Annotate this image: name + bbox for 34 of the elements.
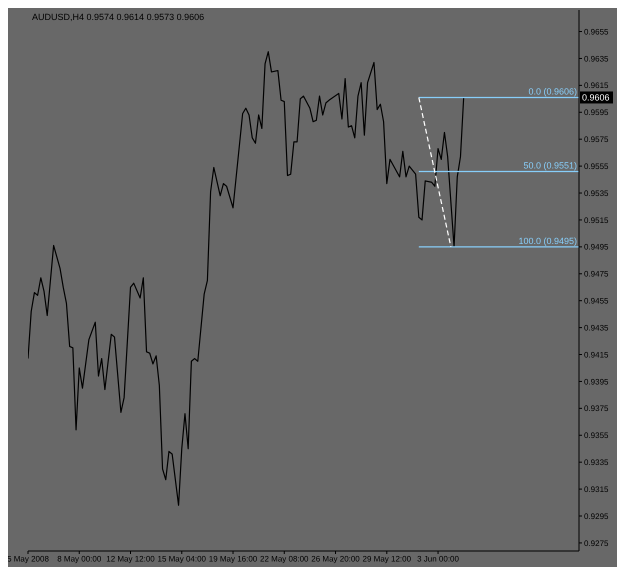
- y-tick-label: 0.9355: [584, 431, 610, 440]
- annotation: 0.0 (0.9606): [528, 86, 577, 96]
- y-tick-label: 0.9275: [584, 538, 610, 548]
- y-tick-label: 0.9395: [584, 377, 610, 386]
- y-tick-label: 0.9495: [584, 242, 610, 252]
- y-tick-label: 0.9655: [584, 27, 610, 36]
- y-tick-label: 0.9555: [584, 162, 610, 171]
- annotation: 100.0 (0.9495): [518, 236, 577, 246]
- y-tick-label: 0.9415: [584, 350, 610, 360]
- y-tick-label: 0.9595: [584, 108, 610, 118]
- y-tick-label: 0.9515: [584, 216, 610, 225]
- y-tick-label: 0.9475: [584, 270, 610, 279]
- y-tick-label: 0.9615: [584, 81, 610, 90]
- y-tick-label: 0.9315: [584, 484, 610, 494]
- y-tick-label: 0.9535: [584, 188, 610, 198]
- line-series: [28, 51, 464, 506]
- y-tick-label: 0.9335: [584, 458, 610, 468]
- annotation: 50.0 (0.9551): [523, 160, 577, 170]
- y-tick-label: 0.9375: [584, 404, 610, 414]
- y-tick-label: 0.9455: [584, 296, 610, 306]
- y-tick-label: 0.9575: [584, 135, 610, 144]
- x-tick-label: 8 May 00:00: [57, 554, 102, 564]
- y-tick-label: 0.9295: [584, 512, 610, 521]
- x-tick-label: 22 May 08:00: [260, 554, 310, 564]
- x-tick-label: 29 May 12:00: [362, 554, 412, 564]
- x-tick-label: 12 May 12:00: [106, 554, 156, 564]
- x-tick-label: 26 May 20:00: [311, 554, 360, 564]
- text: 0.9606: [582, 92, 610, 102]
- x-tick-label: 3 Jun 00:00: [417, 554, 460, 564]
- x-tick-label: 15 May 04:00: [158, 554, 207, 564]
- chart-title: AUDUSD,H4 0.9574 0.9614 0.9573 0.9606: [32, 12, 204, 22]
- x-tick-label: 19 May 16:00: [208, 554, 258, 564]
- y-tick-label: 0.9435: [584, 323, 610, 332]
- y-tick-label: 0.9635: [584, 54, 610, 64]
